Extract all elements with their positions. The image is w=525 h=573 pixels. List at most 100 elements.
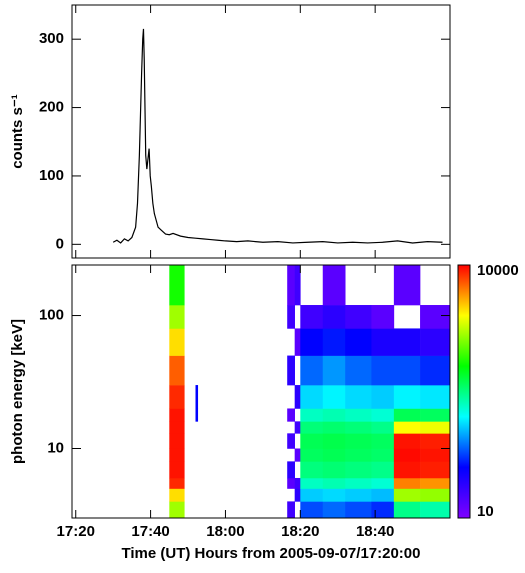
- spectrogram-cell: [322, 433, 346, 449]
- spectrogram-cell: [345, 328, 372, 356]
- spectrogram-cell: [393, 501, 421, 519]
- spectrogram-cell: [322, 408, 346, 422]
- spectrogram-cell: [393, 328, 421, 356]
- spectrogram-cell: [371, 385, 395, 409]
- spectrogram-cell: [294, 477, 301, 489]
- y-tick-label: 0: [56, 235, 64, 252]
- spectrogram-cell: [300, 328, 324, 356]
- spectrogram-cell: [169, 305, 185, 329]
- spectrogram-cell: [300, 448, 324, 462]
- spectrogram-cell: [169, 477, 185, 489]
- spectrogram-cell: [371, 408, 395, 422]
- spectrogram-cell: [393, 461, 421, 479]
- spectrogram-cell: [294, 421, 301, 434]
- spectrogram-cell: [287, 477, 295, 489]
- spectrogram-cell: [420, 477, 451, 489]
- spectrogram-cell: [420, 305, 451, 329]
- y-tick-label: 300: [39, 30, 64, 47]
- spectrogram-cell: [300, 488, 324, 502]
- colorbar-tick-label: 10: [477, 503, 494, 520]
- spectrogram-cell: [371, 501, 395, 519]
- spectrogram-cell: [345, 385, 372, 409]
- spectrogram-cell: [287, 408, 295, 422]
- spectrogram-cell: [393, 488, 421, 502]
- spectrogram-cell: [322, 421, 346, 434]
- spectrogram-cell: [371, 488, 395, 502]
- spectrogram-cell: [322, 305, 346, 329]
- spectrogram-cell: [287, 355, 295, 386]
- spectrogram-cell: [300, 305, 324, 329]
- spectrogram-cell: [345, 355, 372, 386]
- spectrogram-cell: [371, 433, 395, 449]
- plot-frame: [71, 4, 451, 259]
- spectrogram-cell: [420, 385, 451, 409]
- y-tick-label: 200: [39, 99, 64, 116]
- y-tick-label: 100: [39, 167, 64, 184]
- spectrogram-cell: [393, 355, 421, 386]
- spectrogram-cell: [169, 408, 185, 422]
- x-tick-label: 18:20: [281, 523, 319, 540]
- spectrogram-cell: [322, 355, 346, 386]
- spectrogram-cell: [371, 328, 395, 356]
- colorbar-tick-label: 10000: [477, 262, 519, 279]
- spectrogram-cell: [420, 461, 451, 479]
- spectrogram-cell: [371, 461, 395, 479]
- spectrogram-cell: [322, 385, 346, 409]
- spectrogram-cell: [322, 265, 346, 306]
- spectrogram-cell: [169, 265, 185, 306]
- spectrogram-cell: [420, 328, 451, 356]
- spectrogram-cell: [322, 461, 346, 479]
- spectrogram-cell: [420, 408, 451, 422]
- spectrogram-cell: [420, 488, 451, 502]
- spectrogram-cell: [420, 433, 451, 449]
- spectrogram-cell: [345, 461, 372, 479]
- y-tick-label: 100: [39, 307, 64, 324]
- spectrogram-cell: [300, 385, 324, 409]
- spectrogram-cell: [300, 501, 324, 519]
- y-tick-label: 10: [47, 439, 64, 456]
- light-curve: [112, 28, 443, 244]
- spectrogram-cell: [287, 433, 295, 449]
- plot-frame: [71, 264, 451, 519]
- spectrogram-cell: [420, 501, 451, 519]
- y-axis-label: counts s⁻¹: [9, 94, 26, 169]
- spectrogram-cell: [322, 448, 346, 462]
- spectrogram-cell: [169, 355, 185, 386]
- spectrogram-cell: [322, 328, 346, 356]
- spectrogram-cell: [345, 408, 372, 422]
- spectrogram-cell: [300, 355, 324, 386]
- spectrogram-cell: [345, 448, 372, 462]
- spectrogram-cell: [294, 328, 301, 356]
- spectrogram-cell: [195, 385, 199, 409]
- spectrogram-cell: [287, 461, 295, 479]
- spectrogram-cell: [393, 265, 421, 306]
- spectrogram-cell: [393, 385, 421, 409]
- spectrogram-cell: [345, 305, 372, 329]
- spectrogram-cell: [371, 477, 395, 489]
- spectrogram-cell: [294, 265, 301, 306]
- spectrogram-cell: [393, 433, 421, 449]
- spectrogram-cell: [300, 477, 324, 489]
- x-tick-label: 17:40: [131, 523, 169, 540]
- spectrogram-cell: [345, 501, 372, 519]
- spectrogram-cell: [393, 477, 421, 489]
- y-axis-label: photon energy [keV]: [9, 319, 26, 464]
- spectrogram-cell: [169, 328, 185, 356]
- spectrogram-cell: [371, 421, 395, 434]
- x-axis-label: Time (UT) Hours from 2005-09-07/17:20:00: [121, 545, 420, 562]
- spectrogram-cell: [294, 385, 301, 409]
- spectrogram-cell: [300, 461, 324, 479]
- spectrogram-cell: [169, 501, 185, 519]
- spectrogram-cell: [294, 448, 301, 462]
- spectrogram-cell: [322, 501, 346, 519]
- x-tick-label: 18:00: [206, 523, 244, 540]
- spectrogram-cell: [169, 421, 185, 434]
- spectrogram-cell: [345, 421, 372, 434]
- spectrogram-cell: [420, 448, 451, 462]
- spectrogram-cell: [300, 421, 324, 434]
- spectrogram-cell: [345, 433, 372, 449]
- spectrogram-cell: [393, 448, 421, 462]
- colorbar: [457, 264, 471, 519]
- x-tick-label: 18:40: [356, 523, 394, 540]
